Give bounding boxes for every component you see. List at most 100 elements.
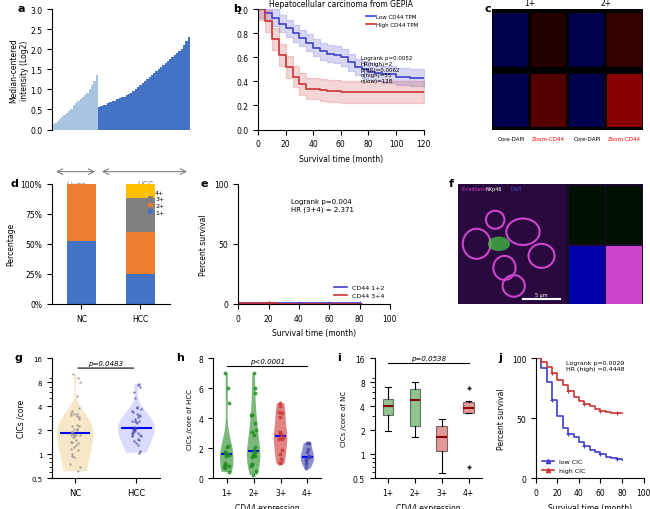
Bar [148,78,151,130]
Text: p<0.0001: p<0.0001 [250,358,285,364]
Bar [607,14,642,68]
Point [300,464,311,472]
Bar [606,187,642,244]
Point [220,461,230,469]
Bar [569,247,604,304]
Point [72,420,83,429]
Bar [86,94,89,130]
Text: 5 μm: 5 μm [535,292,548,297]
Point [220,464,231,472]
Point [69,410,79,418]
Point [131,403,142,411]
Bar [606,247,642,304]
Point [127,432,137,440]
Point [250,447,261,456]
Bar [91,86,94,130]
Bar [82,98,84,130]
Bar [125,232,155,274]
Point [129,394,140,403]
Point [248,471,258,479]
Point [248,370,259,378]
Bar [96,76,98,130]
Point [220,452,231,460]
Bar [153,74,155,130]
Point [249,450,259,459]
Point [250,452,261,460]
Point [247,428,257,436]
Text: d: d [10,178,19,188]
Legend: 4+, 3+, 2+, 1+: 4+, 3+, 2+, 1+ [146,187,167,217]
Bar [135,90,137,130]
PathPatch shape [410,389,421,426]
Point [304,439,315,447]
Point [69,433,79,441]
Point [65,411,75,419]
Bar [155,72,158,130]
Point [274,400,285,408]
Point [73,439,84,447]
Text: NKp46: NKp46 [486,187,502,192]
Point [222,442,233,450]
Bar [75,104,77,130]
Text: Logrank p=0.004
HR (3+4) = 2.371: Logrank p=0.004 HR (3+4) = 2.371 [291,199,354,212]
Bar [103,106,105,130]
Bar [146,80,148,130]
Point [70,442,80,450]
Bar [61,118,64,130]
Point [75,463,85,471]
Point [248,451,258,459]
Bar [57,122,59,130]
X-axis label: Survival time (month): Survival time (month) [548,503,632,509]
Text: HCC: HCC [137,181,153,190]
Bar [55,124,57,130]
Point [276,460,286,468]
Y-axis label: Percentage: Percentage [6,223,15,266]
Bar [531,14,566,68]
Bar [125,184,155,199]
Point [274,402,285,410]
Point [68,433,79,441]
Point [250,419,260,428]
Point [250,389,260,398]
Bar [139,86,142,130]
Bar [167,62,169,130]
Point [304,452,315,460]
Text: Logrank p=0.0052
HR(high)=2
p(HR)=0.0062
n(high)=55
n(low)=128: Logrank p=0.0052 HR(high)=2 p(HR)=0.0062… [361,56,412,84]
Bar [137,88,139,130]
Point [247,460,257,468]
Point [220,447,230,456]
Point [127,429,138,437]
Y-axis label: Percent survival: Percent survival [497,388,506,449]
Bar [59,120,61,130]
Bar [121,98,124,130]
Text: E-cadherin: E-cadherin [462,187,488,192]
Point [251,467,261,475]
Bar [176,54,178,130]
Point [68,371,78,379]
Bar [144,82,146,130]
Bar [116,100,119,130]
Bar [125,274,155,304]
Point [75,378,85,386]
Point [274,413,285,421]
Point [246,462,257,470]
Text: Zoom-CD44: Zoom-CD44 [532,136,564,141]
Point [249,451,259,460]
Point [127,408,138,416]
Point [250,384,260,392]
Point [127,429,138,437]
Point [249,431,259,439]
Bar [94,82,96,130]
Point [66,438,77,446]
Point [68,430,79,438]
Bar [84,96,86,130]
Point [302,448,312,457]
Point [134,380,144,388]
Bar [164,64,167,130]
Bar [130,94,133,130]
Point [67,452,77,460]
Point [276,456,286,464]
Point [133,441,143,449]
Bar [105,105,107,130]
Text: 2+: 2+ [600,0,611,8]
